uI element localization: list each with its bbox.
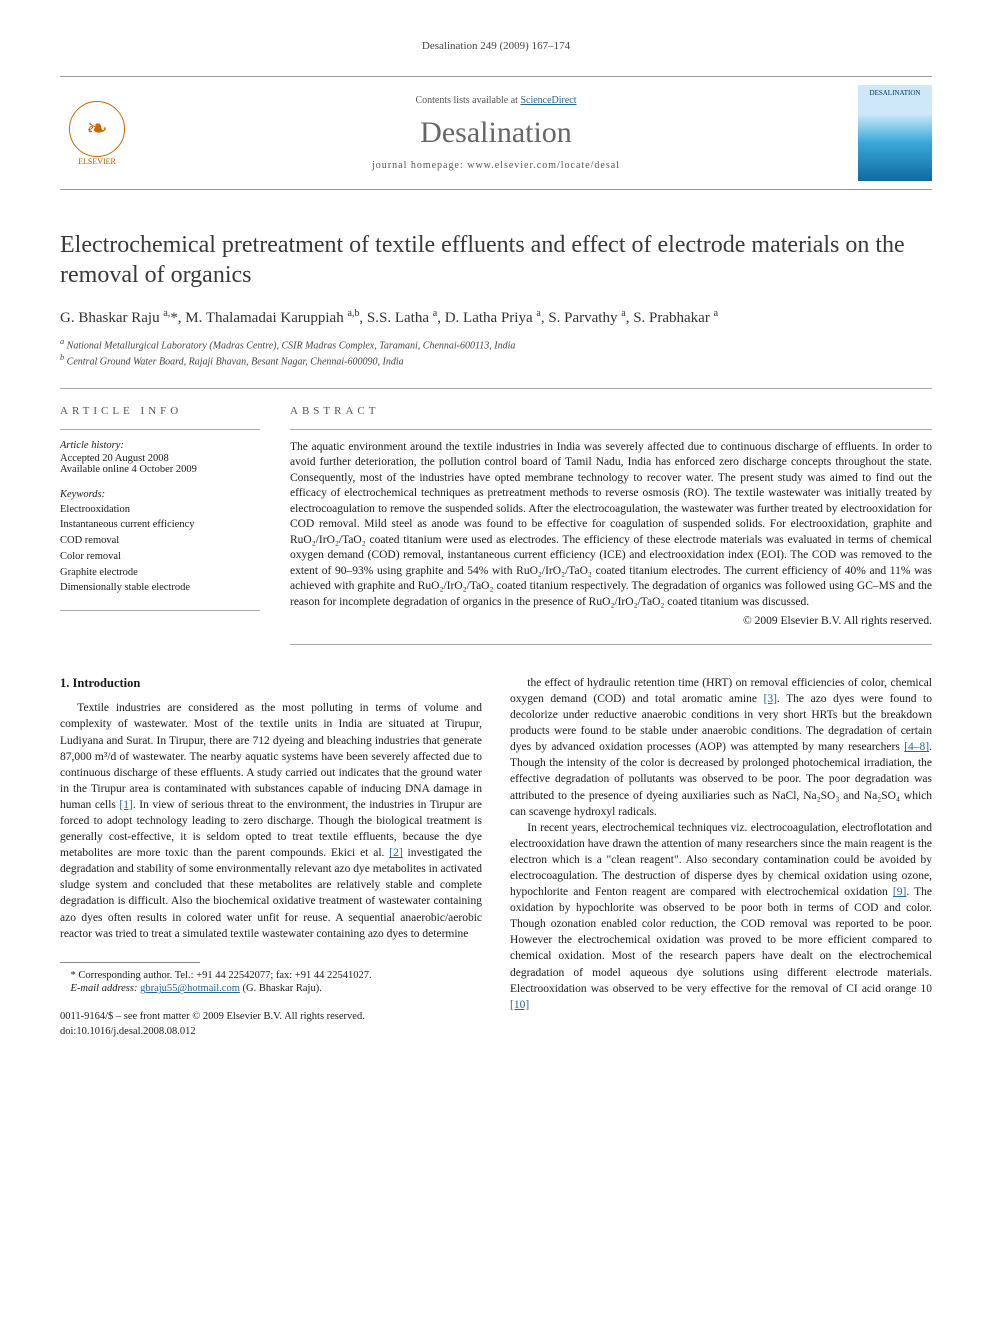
masthead-center: Contents lists available at ScienceDirec… — [148, 95, 844, 171]
affiliations: a National Metallurgical Laboratory (Mad… — [60, 337, 932, 368]
ref-link[interactable]: [9] — [893, 886, 906, 898]
homepage-url: www.elsevier.com/locate/desal — [467, 160, 620, 171]
keyword: Instantaneous current efficiency — [60, 517, 260, 533]
abstract-column: abstract The aquatic environment around … — [290, 405, 932, 645]
email-name: (G. Bhaskar Raju). — [243, 983, 322, 994]
email-label: E-mail address: — [71, 983, 141, 994]
ref-link[interactable]: [1] — [119, 799, 132, 811]
contents-line: Contents lists available at ScienceDirec… — [148, 95, 844, 106]
elsevier-label: ELSEVIER — [78, 157, 116, 166]
keyword: Dimensionally stable electrode — [60, 580, 260, 596]
abstract-text: The aquatic environment around the texti… — [290, 440, 932, 645]
cover-thumbnail-block: DESALINATION — [858, 85, 932, 181]
elsevier-logo: ❧ ELSEVIER — [60, 93, 134, 173]
accepted-date: Accepted 20 August 2008 — [60, 453, 260, 464]
text-run: In recent years, electrochemical techniq… — [510, 822, 932, 898]
article-info-column: article info Article history: Accepted 2… — [60, 405, 260, 645]
ref-link[interactable]: [3] — [764, 693, 777, 705]
body-text: 1. Introduction Textile industries are c… — [60, 675, 932, 1040]
ref-link[interactable]: [2] — [389, 847, 402, 859]
publisher-logo-block: ❧ ELSEVIER — [60, 93, 134, 173]
abstract-copyright: © 2009 Elsevier B.V. All rights reserved… — [290, 614, 932, 630]
text-run: investigated the degradation and stabili… — [60, 847, 482, 939]
homepage-prefix: journal homepage: — [372, 160, 467, 171]
homepage-line: journal homepage: www.elsevier.com/locat… — [148, 160, 844, 171]
journal-cover-thumbnail: DESALINATION — [858, 85, 932, 181]
abstract-body: The aquatic environment around the texti… — [290, 441, 932, 608]
running-header: Desalination 249 (2009) 167–174 — [60, 40, 932, 52]
affiliation-b: Central Ground Water Board, Rajaji Bhava… — [67, 357, 404, 368]
ref-link[interactable]: [10] — [510, 999, 529, 1011]
sciencedirect-link[interactable]: ScienceDirect — [520, 95, 576, 106]
contents-prefix: Contents lists available at — [415, 95, 520, 106]
abstract-heading: abstract — [290, 405, 932, 417]
affiliation-a: National Metallurgical Laboratory (Madra… — [67, 340, 516, 351]
author-list: G. Bhaskar Raju a,*, M. Thalamadai Karup… — [60, 308, 932, 327]
para: the effect of hydraulic retention time (… — [510, 675, 932, 820]
keywords-label: Keywords: — [60, 489, 260, 500]
email-link[interactable]: gbraju55@hotmail.com — [140, 983, 240, 994]
keyword: Color removal — [60, 549, 260, 565]
corresponding-author: * Corresponding author. Tel.: +91 44 225… — [60, 969, 482, 983]
cover-label: DESALINATION — [870, 89, 921, 97]
para: In recent years, electrochemical techniq… — [510, 820, 932, 1013]
para: Textile industries are considered as the… — [60, 700, 482, 941]
elsevier-tree-icon: ❧ — [69, 101, 125, 157]
text-run: . The oxidation by hypochlorite was obse… — [510, 886, 932, 995]
keyword: COD removal — [60, 533, 260, 549]
text-run: Textile industries are considered as the… — [60, 702, 482, 811]
ref-link[interactable]: [4–8] — [904, 741, 929, 753]
doi-line: doi:10.1016/j.desal.2008.08.012 — [60, 1025, 482, 1040]
article-title: Electrochemical pretreatment of textile … — [60, 230, 932, 290]
history-label: Article history: — [60, 440, 260, 451]
front-matter-line: 0011-9164/$ – see front matter © 2009 El… — [60, 1010, 482, 1025]
article-info-heading: article info — [60, 405, 260, 417]
keyword: Electrooxidation — [60, 502, 260, 518]
keywords-block: Keywords: Electrooxidation Instantaneous… — [60, 489, 260, 597]
journal-title: Desalination — [148, 116, 844, 150]
email-line: E-mail address: gbraju55@hotmail.com (G.… — [60, 982, 482, 996]
keyword: Graphite electrode — [60, 565, 260, 581]
footnotes: * Corresponding author. Tel.: +91 44 225… — [60, 969, 482, 996]
footnote-separator — [60, 962, 200, 963]
masthead: ❧ ELSEVIER Contents lists available at S… — [60, 76, 932, 190]
online-date: Available online 4 October 2009 — [60, 464, 260, 475]
section-heading: 1. Introduction — [60, 675, 482, 693]
copyright-footer: 0011-9164/$ – see front matter © 2009 El… — [60, 1010, 482, 1039]
article-history: Article history: Accepted 20 August 2008… — [60, 440, 260, 475]
